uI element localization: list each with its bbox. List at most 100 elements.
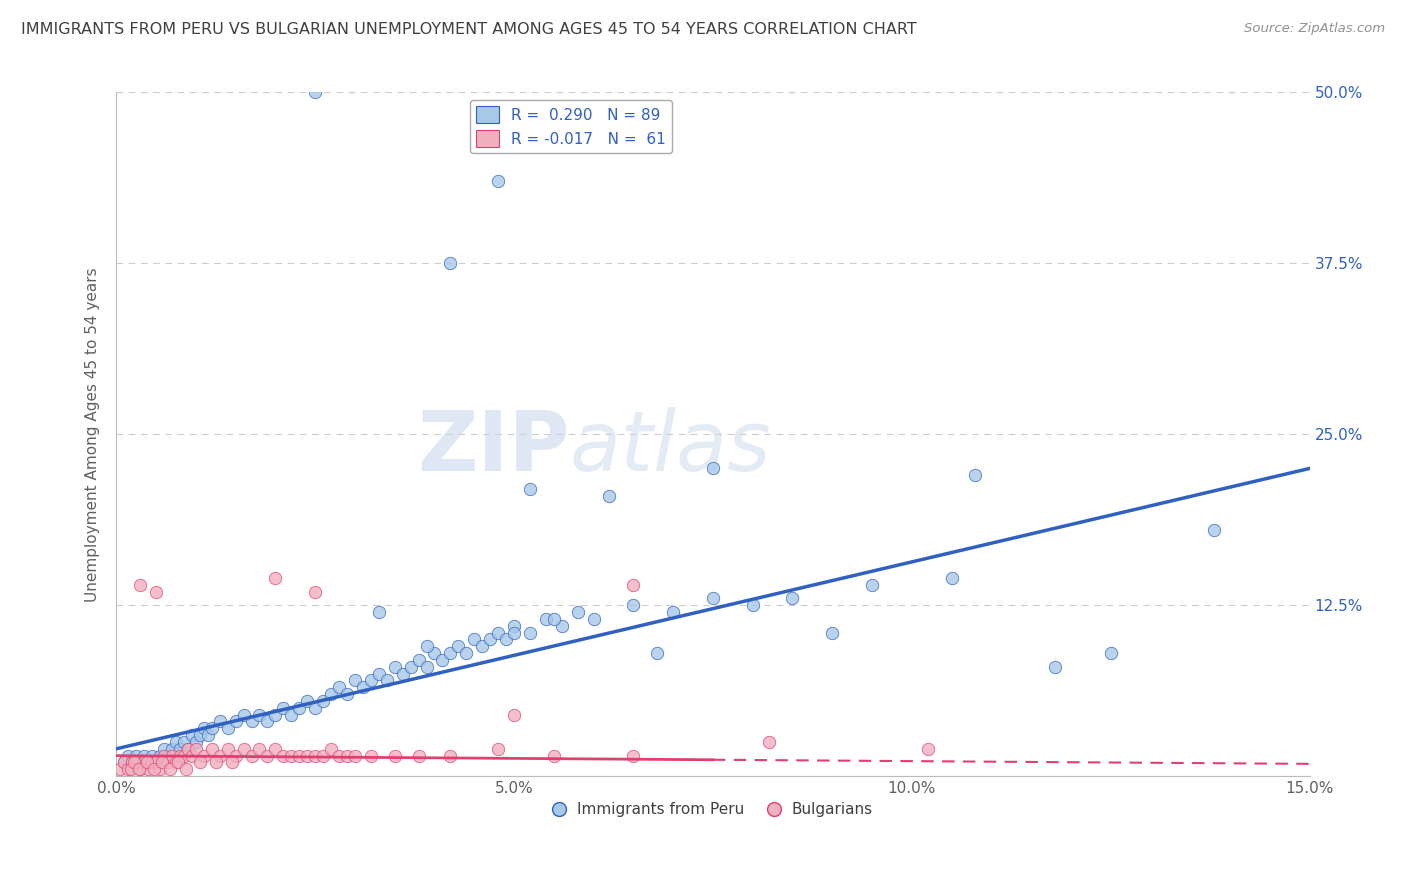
Point (184, 741, 207, 756)
Point (225, 748, 247, 763)
Point (479, 632, 502, 647)
Point (156, 748, 179, 763)
Point (503, 707, 526, 722)
Point (860, 577, 883, 591)
Point (432, 653, 454, 667)
Text: ZIP: ZIP (418, 408, 569, 489)
Point (367, 605, 389, 619)
Point (149, 762, 172, 776)
Point (463, 632, 485, 647)
Point (486, 625, 509, 640)
Point (129, 577, 152, 591)
Point (177, 741, 200, 756)
Point (117, 748, 139, 763)
Point (264, 741, 287, 756)
Point (167, 756, 190, 770)
Point (159, 762, 181, 776)
Point (173, 735, 195, 749)
Point (160, 741, 183, 756)
Point (304, 748, 326, 763)
Point (782, 591, 804, 606)
Point (256, 714, 278, 729)
Point (367, 666, 389, 681)
Point (645, 646, 668, 660)
Point (319, 741, 342, 756)
Point (519, 482, 541, 496)
Point (120, 762, 142, 776)
Point (408, 748, 430, 763)
Point (821, 625, 844, 640)
Point (328, 680, 350, 694)
Point (177, 741, 200, 756)
Point (304, 700, 326, 714)
Point (264, 707, 287, 722)
Point (304, 584, 326, 599)
Point (567, 605, 589, 619)
Point (439, 256, 461, 270)
Point (941, 571, 963, 585)
Y-axis label: Unemployment Among Ages 45 to 54 years: Unemployment Among Ages 45 to 54 years (86, 267, 100, 601)
Point (360, 748, 382, 763)
Point (439, 748, 461, 763)
Point (201, 741, 224, 756)
Point (136, 756, 159, 770)
Point (965, 468, 987, 483)
Point (519, 625, 541, 640)
Point (280, 707, 302, 722)
Legend: Immigrants from Peru, Bulgarians: Immigrants from Peru, Bulgarians (547, 796, 879, 823)
Point (486, 174, 509, 188)
Point (165, 756, 187, 770)
Point (204, 756, 226, 770)
Point (534, 612, 557, 626)
Text: IMMIGRANTS FROM PERU VS BULGARIAN UNEMPLOYMENT AMONG AGES 45 TO 54 YEARS CORRELA: IMMIGRANTS FROM PERU VS BULGARIAN UNEMPL… (21, 22, 917, 37)
Point (336, 687, 359, 701)
Point (145, 584, 167, 599)
Point (415, 639, 437, 653)
Point (201, 721, 224, 735)
Point (125, 748, 148, 763)
Point (741, 598, 763, 612)
Point (288, 700, 311, 714)
Point (503, 625, 526, 640)
Point (495, 632, 517, 647)
Point (165, 735, 187, 749)
Point (121, 756, 143, 770)
Point (143, 762, 166, 776)
Point (621, 577, 644, 591)
Point (917, 741, 939, 756)
Point (225, 714, 247, 729)
Point (153, 748, 176, 763)
Point (328, 748, 350, 763)
Point (232, 741, 254, 756)
Point (295, 748, 318, 763)
Point (352, 680, 374, 694)
Point (132, 748, 155, 763)
Point (152, 756, 174, 770)
Point (1099, 646, 1122, 660)
Point (456, 646, 478, 660)
Point (702, 461, 724, 475)
Point (232, 707, 254, 722)
Point (375, 673, 398, 688)
Point (343, 748, 366, 763)
Point (197, 728, 219, 742)
Point (343, 673, 366, 688)
Point (384, 659, 406, 673)
Point (188, 728, 211, 742)
Point (288, 748, 311, 763)
Point (295, 694, 318, 708)
Point (112, 756, 135, 770)
Point (1043, 659, 1066, 673)
Point (543, 748, 565, 763)
Point (264, 571, 287, 585)
Point (208, 748, 231, 763)
Point (249, 741, 271, 756)
Point (360, 673, 382, 688)
Point (336, 748, 359, 763)
Point (153, 741, 176, 756)
Point (662, 605, 685, 619)
Point (180, 748, 202, 763)
Point (221, 756, 243, 770)
Point (208, 714, 231, 729)
Point (110, 762, 132, 776)
